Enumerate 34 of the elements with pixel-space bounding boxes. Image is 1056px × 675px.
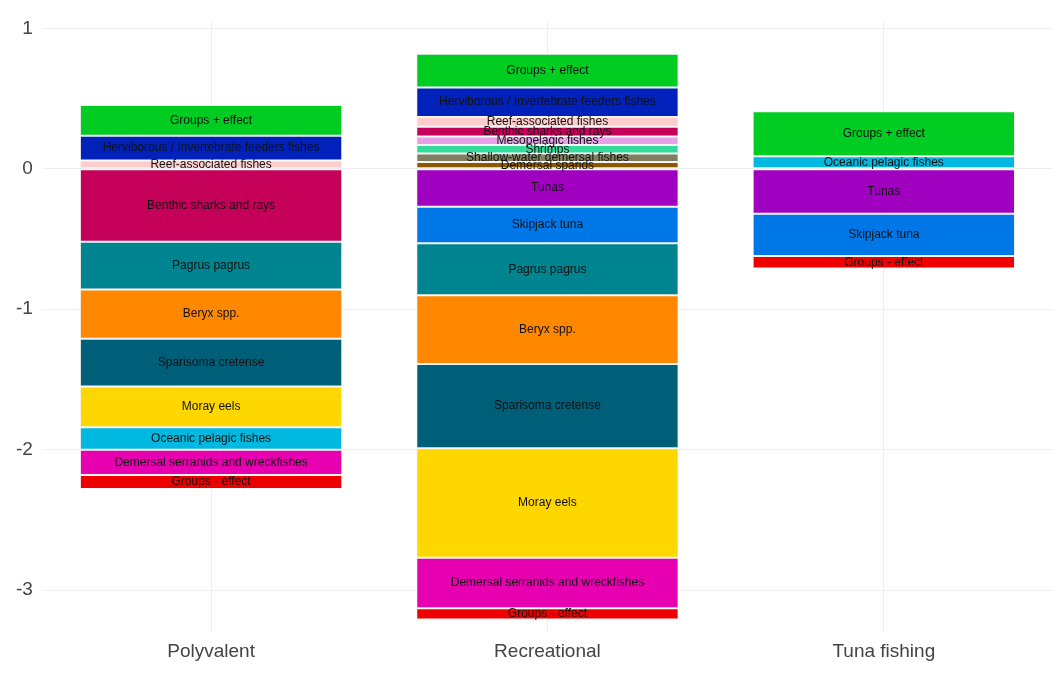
series-label: Pagrus pagrus	[172, 258, 251, 273]
x-tick-label: Tuna fishing	[832, 639, 936, 661]
text: Herviborous / Invertebrate feeders fishes	[439, 94, 656, 109]
series-label: Sparisoma cretense	[157, 354, 265, 369]
y-tick-label: -3	[15, 578, 33, 600]
text: Benthic sharks and rays	[147, 197, 276, 212]
series-label: Skipjack tuna	[511, 217, 584, 232]
y-tick-label: -1	[15, 297, 33, 319]
text: Tunas	[867, 183, 901, 198]
y-tick-label: 1	[22, 16, 33, 38]
series-label: Groups + effect	[169, 112, 253, 127]
series-label: Oceanic pelagic fishes	[823, 154, 944, 169]
x-tick-label: Polyvalent	[167, 639, 256, 661]
text: Groups - effect	[844, 254, 924, 269]
text: Beryx spp.	[519, 321, 576, 336]
series-label: Beryx spp.	[182, 306, 240, 321]
x-tick-label: Recreational	[494, 639, 601, 661]
text: Sparisoma cretense	[494, 398, 601, 413]
text: Moray eels	[518, 495, 577, 510]
text: Groups - effect	[507, 606, 588, 621]
y-tick-label: -2	[15, 437, 33, 459]
series-label: Herviborous / Invertebrate feeders fishes	[102, 140, 320, 155]
series-label: Reef-associated fishes	[150, 156, 272, 171]
series-label: Moray eels	[181, 399, 241, 414]
y-tick-label: 0	[22, 157, 33, 179]
text: Oceanic pelagic fishes	[151, 430, 272, 445]
text: Skipjack tuna	[848, 227, 920, 242]
series-label: Demersal serranids and wreckfishes	[114, 454, 308, 469]
text: Demersal serranids and wreckfishes	[450, 575, 645, 590]
text: Pagrus pagrus	[508, 261, 587, 276]
series-label: Tunas	[530, 180, 564, 195]
series-label: Groups - effect	[171, 474, 252, 489]
text: Groups + effect	[842, 126, 925, 141]
text: Groups + effect	[506, 62, 589, 77]
